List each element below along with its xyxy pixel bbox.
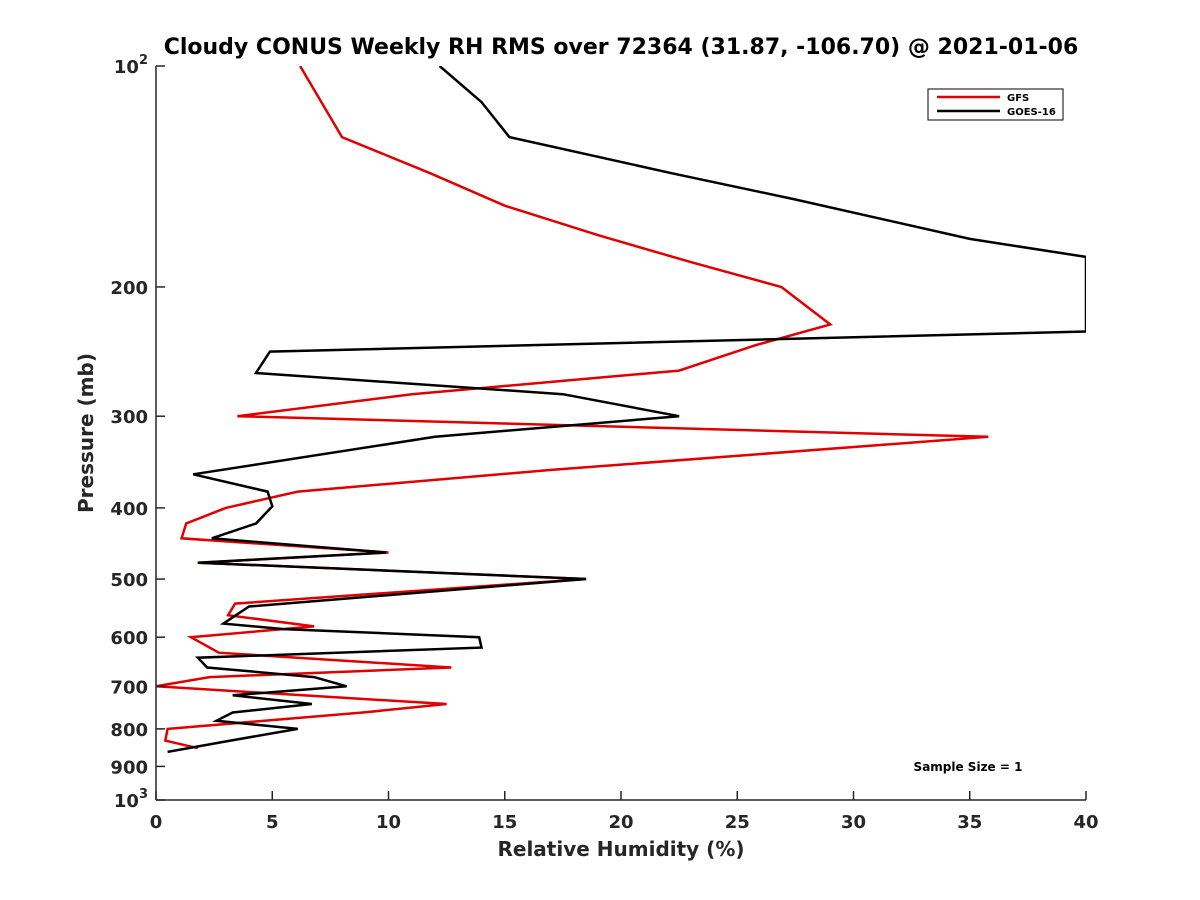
- x-axis-label: Relative Humidity (%): [497, 837, 744, 861]
- chart-title: Cloudy CONUS Weekly RH RMS over 72364 (3…: [164, 35, 1079, 60]
- y-tick-label: 103: [114, 787, 148, 812]
- y-tick-label: 600: [110, 628, 148, 649]
- legend-box: [927, 88, 1064, 121]
- series-line-goes-16: [167, 66, 1086, 754]
- series-line-gfs: [156, 66, 989, 750]
- sample-size-note: Sample Size = 1: [914, 760, 1023, 774]
- x-tick-label: 15: [492, 812, 517, 833]
- legend: GFS GOES-16: [927, 88, 1064, 121]
- y-tick-label: 102: [114, 53, 148, 78]
- y-tick-label: 400: [110, 499, 148, 520]
- y-axis-label: Pressure (mb): [74, 353, 98, 513]
- y-tick-label: 200: [110, 278, 148, 299]
- x-tick-label: 0: [150, 812, 163, 833]
- x-tick-label: 5: [266, 812, 279, 833]
- x-tick-label: 10: [376, 812, 401, 833]
- y-tick-label: 300: [110, 407, 148, 428]
- x-tick-label: 35: [957, 812, 982, 833]
- legend-label-goes-16: GOES-16: [1007, 107, 1056, 118]
- y-tick-label: 700: [110, 677, 148, 698]
- x-axis-ticks: 0 5 10 15 20 25 30 35 40: [150, 791, 1099, 833]
- x-tick-label: 25: [725, 812, 750, 833]
- y-tick-label: 500: [110, 570, 148, 591]
- legend-label-gfs: GFS: [1007, 93, 1029, 104]
- x-tick-label: 30: [841, 812, 866, 833]
- y-tick-label: 800: [110, 720, 148, 741]
- y-tick-label: 900: [110, 757, 148, 778]
- x-tick-label: 40: [1073, 812, 1098, 833]
- x-tick-label: 20: [608, 812, 633, 833]
- y-axis-ticks: 102 200 300 400 500 600 700 800 900 103: [110, 53, 165, 812]
- series-layer: [156, 66, 1086, 754]
